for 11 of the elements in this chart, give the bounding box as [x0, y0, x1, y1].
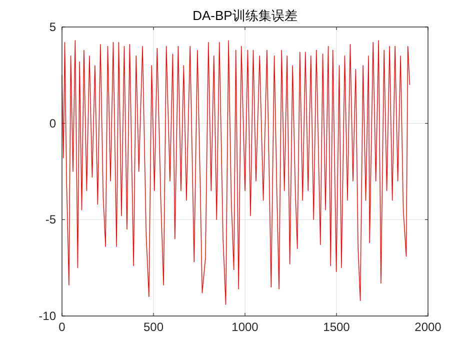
- x-tick-label: 1500: [323, 320, 350, 334]
- chart-title: DA-BP训练集误差: [192, 8, 298, 23]
- x-tick-label: 1000: [232, 320, 259, 334]
- y-tick-label: 5: [49, 20, 56, 34]
- y-tick-label: 0: [49, 116, 56, 130]
- x-tick-label: 0: [58, 320, 66, 334]
- line-series: [62, 40, 410, 305]
- x-tick-label: 500: [143, 320, 164, 334]
- x-tick-label: 2000: [414, 320, 442, 334]
- y-tick-label: -10: [38, 309, 56, 323]
- y-tick-label: -5: [45, 212, 56, 227]
